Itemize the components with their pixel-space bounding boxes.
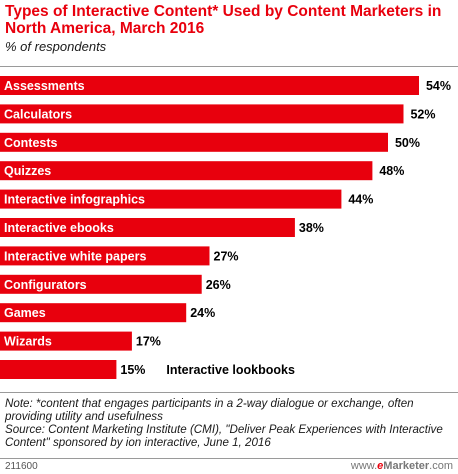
value-label-6: 27% xyxy=(214,249,239,263)
emarketer-logo: www.eMarketer.com xyxy=(351,460,453,472)
source-text: Source: Content Marketing Institute (CMI… xyxy=(5,423,443,449)
footer-divider xyxy=(0,458,458,459)
value-label-9: 17% xyxy=(136,335,161,349)
value-label-2: 50% xyxy=(395,136,420,150)
category-label-3: Quizzes xyxy=(4,164,51,178)
bar-9 xyxy=(0,331,132,351)
category-label-1: Calculators xyxy=(4,107,72,121)
category-label-10: Interactive lookbooks xyxy=(166,363,295,377)
note-text: Note: *content that engages participants… xyxy=(5,397,414,423)
category-label-7: Configurators xyxy=(4,278,87,292)
bar-6 xyxy=(0,246,210,266)
notes-divider xyxy=(0,392,458,393)
bar-3 xyxy=(0,161,373,181)
category-label-4: Interactive infographics xyxy=(4,193,145,207)
value-label-1: 52% xyxy=(410,107,435,121)
bar-4 xyxy=(0,189,342,209)
value-label-10: 15% xyxy=(120,363,145,377)
bar-5 xyxy=(0,218,295,237)
category-label-0: Assessments xyxy=(4,79,85,93)
bar-0 xyxy=(0,76,419,95)
category-label-2: Contests xyxy=(4,136,58,150)
bar-1 xyxy=(0,104,404,124)
brand-e: e xyxy=(377,460,384,472)
value-label-3: 48% xyxy=(379,164,404,178)
category-label-8: Games xyxy=(4,306,46,320)
value-label-4: 44% xyxy=(348,193,373,207)
chart-notes: Note: *content that engages participants… xyxy=(5,397,455,449)
value-label-5: 38% xyxy=(299,221,324,235)
top-divider xyxy=(0,66,458,67)
value-label-8: 24% xyxy=(190,306,215,320)
brand-suffix: .com xyxy=(429,460,453,472)
brand-name: Marketer xyxy=(383,460,430,472)
chart-footer: 211600 www.eMarketer.com xyxy=(5,460,455,473)
bar-chart: 54% Assessments 52% Calculators 50% Contests 4… xyxy=(0,76,451,379)
category-label-5: Interactive ebooks xyxy=(4,221,114,235)
chart-subtitle: % of respondents xyxy=(5,39,107,54)
bar-8 xyxy=(0,303,187,323)
bar-2 xyxy=(0,132,388,152)
category-label-6: Interactive white papers xyxy=(4,249,146,263)
category-label-9: Wizards xyxy=(4,335,52,349)
chart-id: 211600 xyxy=(5,461,38,472)
value-label-0: 54% xyxy=(426,79,451,93)
value-label-7: 26% xyxy=(206,278,231,292)
chart-title: Types of Interactive Content* Used by Co… xyxy=(5,3,442,37)
bar-7 xyxy=(0,274,202,294)
brand-prefix: www. xyxy=(350,460,378,472)
bar-10 xyxy=(0,360,117,379)
